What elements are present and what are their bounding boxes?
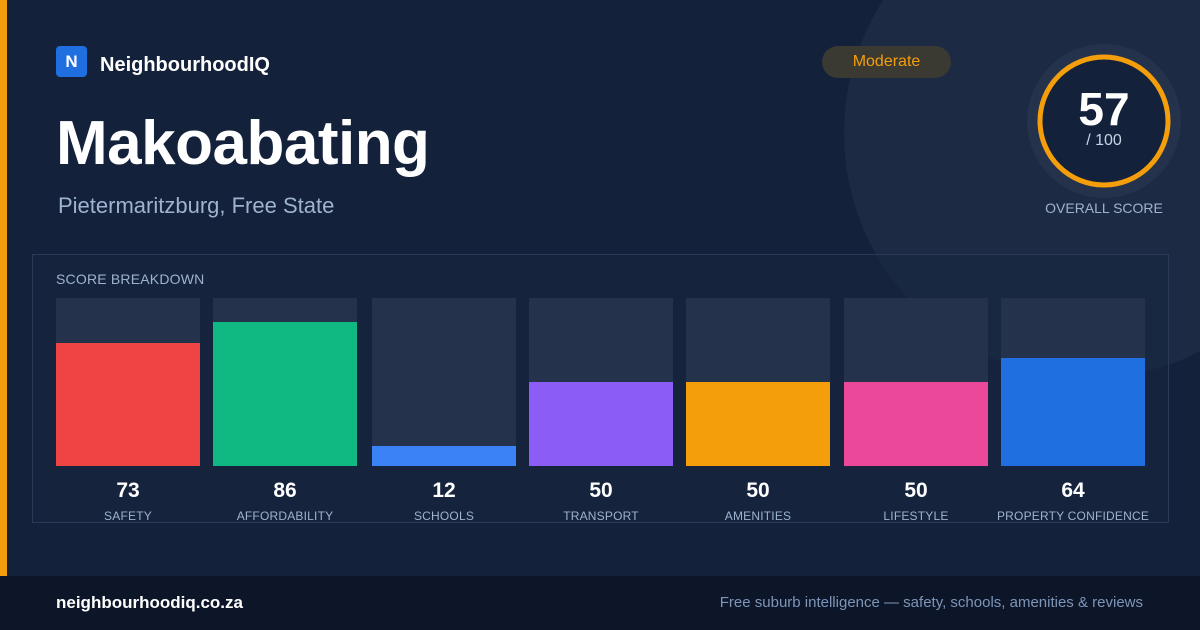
score-bar-lifestyle: 50 LIFESTYLE <box>844 298 988 523</box>
footer-domain-link[interactable]: neighbourhoodiq.co.za <box>56 593 243 612</box>
score-ring-stroke <box>1037 54 1171 188</box>
score-bar-value: 50 <box>589 479 613 502</box>
score-bar-track <box>529 298 673 466</box>
footer: neighbourhoodiq.co.za Free suburb intell… <box>0 576 1200 630</box>
overall-score-ring <box>1027 44 1181 198</box>
score-bar-amenities: 50 AMENITIES <box>686 298 830 523</box>
score-bar-fill <box>56 343 200 466</box>
score-bar-transport: 50 TRANSPORT <box>529 298 673 523</box>
score-bar-property-confidence: 64 PROPERTY CONFIDENCE <box>997 298 1149 523</box>
share-card: N NeighbourhoodIQ Makoabating Pietermari… <box>0 0 1181 576</box>
score-bar-label: AMENITIES <box>724 509 792 523</box>
status-badge: Moderate <box>822 46 951 78</box>
score-breakdown-bars: 73 SAFETY 86 AFFORDABILITY 12 SCHOOLS 50 TRANSP… <box>56 298 1149 523</box>
score-bar-fill <box>844 382 988 466</box>
score-bar-track <box>372 298 516 466</box>
score-bar-value: 50 <box>746 479 770 502</box>
suburb-title: Makoabating <box>56 109 430 178</box>
score-bar-value: 73 <box>116 479 140 502</box>
score-bar-track <box>1001 298 1145 466</box>
score-bar-label: TRANSPORT <box>563 509 639 523</box>
score-breakdown-title: SCORE BREAKDOWN <box>56 271 205 287</box>
overall-score-max: / 100 <box>1086 132 1122 149</box>
score-bar-safety: 73 SAFETY <box>56 298 200 523</box>
score-bar-fill <box>372 446 516 466</box>
score-bar-label: LIFESTYLE <box>883 509 949 523</box>
score-bar-fill <box>686 382 830 466</box>
score-bar-affordability: 86 AFFORDABILITY <box>213 298 357 523</box>
brand[interactable]: N NeighbourhoodIQ <box>56 46 270 77</box>
score-bar-label: PROPERTY CONFIDENCE <box>996 509 1150 523</box>
score-bar-track <box>686 298 830 466</box>
accent-stripe <box>0 0 7 576</box>
score-bar-label: SAFETY <box>104 509 152 523</box>
suburb-location: Pietermaritzburg, Free State <box>58 193 335 218</box>
brand-name: NeighbourhoodIQ <box>100 54 270 76</box>
score-bar-label: AFFORDABILITY <box>236 509 334 523</box>
score-bar-fill <box>213 322 357 466</box>
score-bar-track <box>56 298 200 466</box>
score-bar-value: 12 <box>432 479 456 502</box>
score-bar-fill <box>1001 358 1145 466</box>
score-bar-track <box>213 298 357 466</box>
score-bar-value: 50 <box>904 479 928 502</box>
footer-tagline: Free suburb intelligence — safety, schoo… <box>719 594 1143 611</box>
brand-logo-icon: N <box>56 46 87 77</box>
score-bar-fill <box>529 382 673 466</box>
overall-score-caption: OVERALL SCORE <box>1045 200 1163 216</box>
score-bar-value: 86 <box>273 479 297 502</box>
score-bar-value: 64 <box>1061 479 1085 502</box>
overall-score-value: 57 <box>1078 83 1130 135</box>
score-bar-schools: 12 SCHOOLS <box>372 298 516 523</box>
score-bar-track <box>844 298 988 466</box>
score-bar-label: SCHOOLS <box>413 509 475 523</box>
